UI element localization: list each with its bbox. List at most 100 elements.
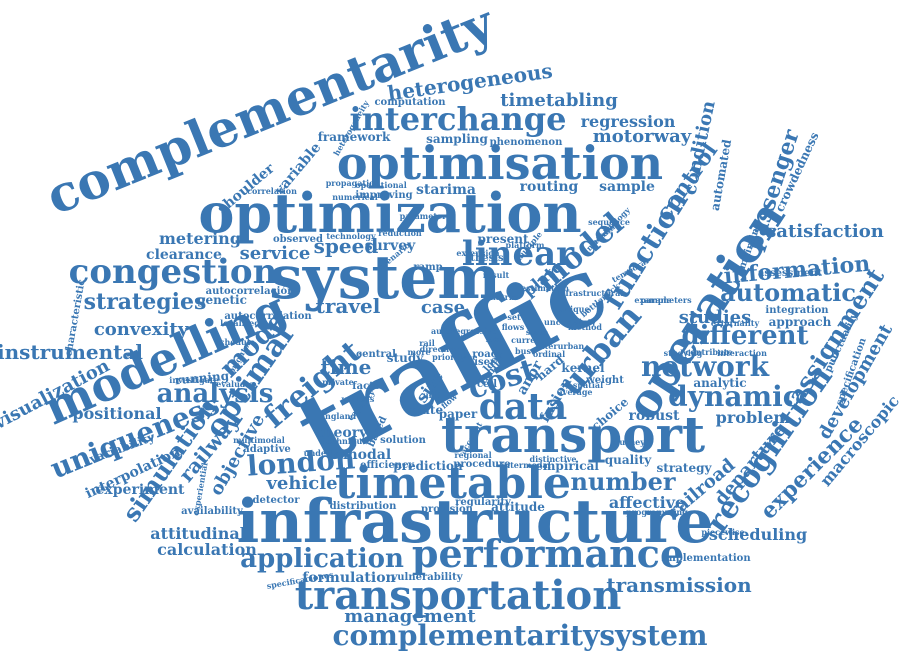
word-contribute: contribute xyxy=(685,347,733,357)
word-modal: modal xyxy=(342,447,392,463)
word-fast: fast xyxy=(485,334,503,344)
word-autocorrelacion: autocorrelación xyxy=(205,286,295,297)
word-provision: provision xyxy=(421,504,473,515)
word-genetic: genetic xyxy=(197,293,247,307)
word-motorway: motorway xyxy=(592,126,692,147)
word-assessment: assessment xyxy=(757,268,823,279)
word-ramp: ramp xyxy=(413,262,443,273)
word-ordinal: ordinal xyxy=(532,349,566,359)
word-time: time xyxy=(320,355,372,379)
word-sampling: sampling xyxy=(426,132,488,146)
word-management: management xyxy=(344,606,476,627)
word-timetabling: timetabling xyxy=(500,90,618,111)
word-vehicle: vehicle xyxy=(266,473,338,494)
word-robust: robust xyxy=(628,408,680,424)
word-present: present xyxy=(477,232,529,246)
word-improving: improving xyxy=(355,190,413,201)
word-phenomenon: phenomenon xyxy=(489,137,563,148)
word-bus: bus xyxy=(515,346,531,356)
word-transportation: transportation xyxy=(294,572,622,619)
word-distribution: distribution xyxy=(329,501,397,512)
word-experiment: experiment xyxy=(95,482,185,498)
word-clearance: clearance xyxy=(146,247,222,263)
word-availability: availability xyxy=(181,506,243,517)
word-system: system xyxy=(269,243,501,313)
word-speed: speed xyxy=(313,234,379,258)
word-strategies: strategies xyxy=(83,289,207,315)
word-calculation: calculation xyxy=(157,540,257,559)
word-parameters: parameters xyxy=(640,295,692,305)
word-survey: survey xyxy=(364,238,416,254)
word-network: network xyxy=(640,350,770,383)
word-platform: platform xyxy=(505,240,545,250)
word-case: case xyxy=(420,297,466,318)
word-intermodal: intermodal xyxy=(501,460,551,470)
word-transmission: transmission xyxy=(606,573,752,597)
word-data: data xyxy=(478,386,568,428)
word-observed: observed xyxy=(272,234,324,245)
word-regularity: regularity xyxy=(455,497,511,508)
word-propagation: propagation xyxy=(325,178,381,188)
word-various: various xyxy=(341,394,375,404)
word-infrastructural: infrastructural xyxy=(556,288,624,298)
word-direction: direction xyxy=(419,344,461,354)
word-autoregressive: autoregressive xyxy=(430,326,498,336)
word-complementaritysystem: complementaritysystem xyxy=(332,619,708,652)
word-adaptive: adaptive xyxy=(243,444,291,455)
word-transport: transport xyxy=(440,405,706,464)
word-empirical: empirical xyxy=(535,459,599,473)
word-matrix: matrix xyxy=(487,292,517,302)
word-investigate: investigate xyxy=(169,375,219,385)
word-road: road xyxy=(472,349,498,360)
word-studying: studying xyxy=(663,348,703,358)
word-analysis: analysis xyxy=(156,379,274,409)
word-method: method xyxy=(568,322,602,332)
word-reduction: reduction xyxy=(378,228,422,238)
word-private: private xyxy=(322,377,354,387)
word-operational: operational xyxy=(355,180,407,190)
word-spatial: spatial xyxy=(572,380,604,390)
word-underlying: underlying xyxy=(303,448,353,458)
word-localised: localised xyxy=(220,318,260,328)
word-metering: metering xyxy=(158,229,242,248)
word-quality: quality xyxy=(604,453,652,467)
word-regression: regression xyxy=(580,112,676,131)
word-different: different xyxy=(681,321,809,351)
word-unique: unique xyxy=(558,304,590,314)
word-correlation: correlation xyxy=(247,186,297,196)
word-analytic: analytic xyxy=(693,376,747,390)
word-flows: flows xyxy=(501,322,525,332)
word-strategy: strategy xyxy=(656,461,712,475)
word-scheduling: scheduling xyxy=(708,525,808,544)
word-regional: regional xyxy=(454,450,492,460)
word-technique: technique xyxy=(322,436,368,446)
word-linear: linear xyxy=(461,234,575,274)
word-computation: computation xyxy=(374,97,446,108)
word-sequence: sequence xyxy=(588,217,630,227)
word-state: state xyxy=(525,327,549,337)
word-efficiency: efficiency xyxy=(360,460,414,471)
word-priority: priority xyxy=(432,352,466,362)
word-theory: theory xyxy=(316,425,368,441)
word-set: set xyxy=(507,312,521,322)
word-attitude: attitude xyxy=(491,500,545,514)
word-procedure: procedure xyxy=(453,459,511,470)
word-congestion: congestion xyxy=(68,252,278,292)
word-cell: cell xyxy=(476,379,498,390)
word-attitudinal: attitudinal xyxy=(150,524,246,543)
word-parameter: parameter xyxy=(399,211,447,221)
word-application: application xyxy=(240,544,404,574)
word-positional: positional xyxy=(72,404,162,423)
word-service: service xyxy=(239,243,311,264)
word-weight: weight xyxy=(586,375,624,386)
word-unit: unit xyxy=(422,390,442,400)
word-estimation: estimation xyxy=(521,283,569,293)
word-evaluate: evaluate xyxy=(216,379,254,389)
word-studies: studies xyxy=(678,307,752,328)
word-number: number xyxy=(570,467,676,496)
word-optimisation: optimisation xyxy=(336,136,664,190)
word-formulation: formulation xyxy=(302,570,396,586)
word-framework: framework xyxy=(317,130,391,144)
word-routing: routing xyxy=(519,179,579,195)
word-uncertainty: uncertainty xyxy=(544,317,596,327)
